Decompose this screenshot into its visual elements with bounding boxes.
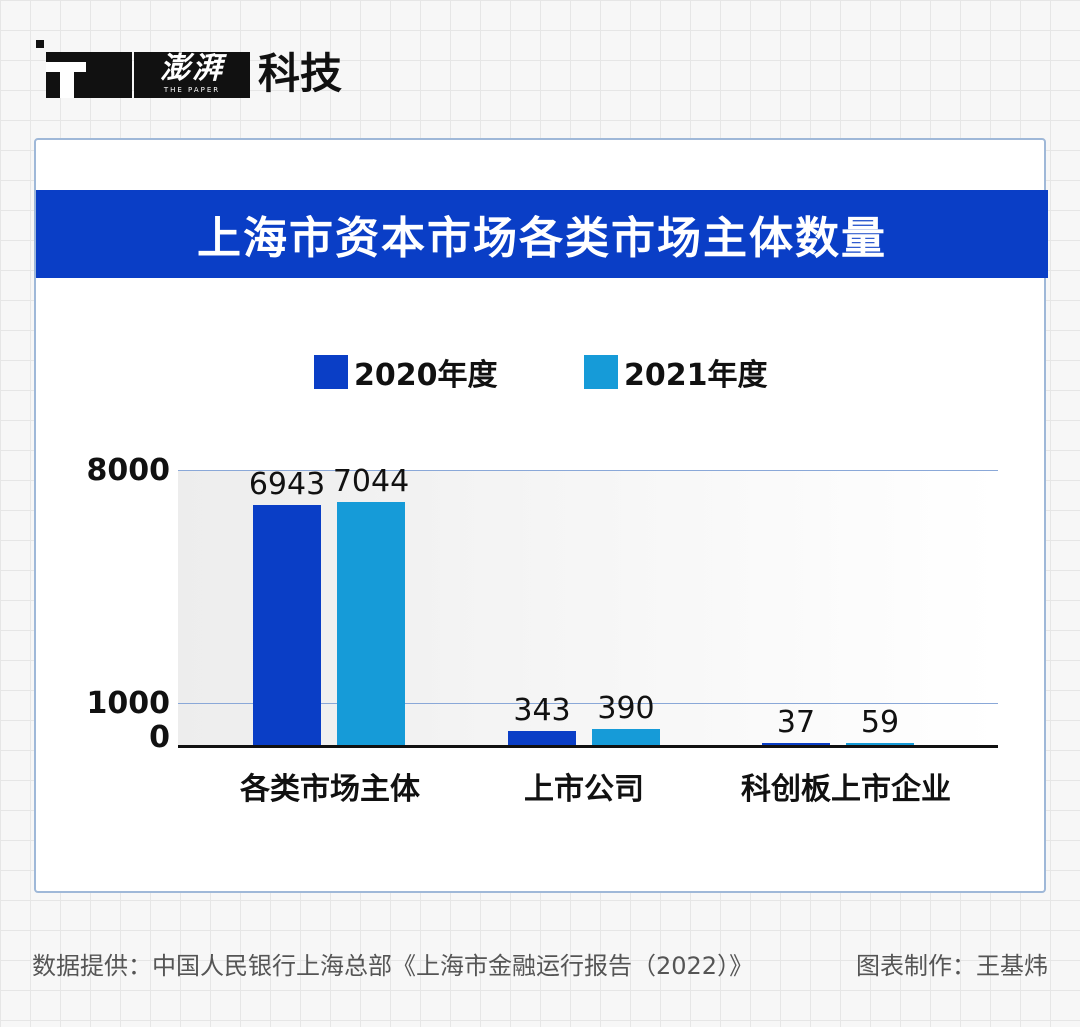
y-tick-label: 0: [149, 720, 170, 755]
chart-title: 上海市资本市场各类市场主体数量: [197, 213, 887, 264]
source-note: 数据提供：中国人民银行上海总部《上海市金融运行报告（2022）》: [32, 952, 754, 980]
logo-wordmark: 澎湃 THE PAPER: [134, 52, 250, 98]
y-tick-label: 8000: [86, 453, 171, 488]
credit-note: 图表制作：王基炜: [856, 952, 1048, 980]
legend-swatch-2021: [584, 355, 618, 389]
data-label: 7044: [332, 463, 410, 499]
bar-2021年度-上市公司: [592, 728, 660, 745]
legend-swatch-2020: [314, 355, 348, 389]
data-label: 343: [513, 692, 571, 728]
category-label: 科创板上市企业: [741, 772, 951, 807]
gridline-1000: [178, 703, 998, 704]
bar-2021年度-科创板上市企业: [846, 742, 914, 745]
bar-2020年度-上市公司: [508, 730, 576, 745]
x-axis-line: [178, 745, 998, 748]
data-label: 390: [597, 690, 655, 726]
legend-item-2021: 2021年度: [584, 350, 768, 394]
data-label: 59: [860, 704, 900, 740]
data-label: 37: [776, 705, 816, 741]
logo-section: 科技: [258, 49, 343, 98]
logo-mark-icon: [36, 40, 132, 98]
bar-2021年度-各类市场主体: [337, 501, 405, 745]
y-tick-label: 1000: [86, 686, 171, 721]
category-label: 上市公司: [524, 772, 644, 807]
data-label: 6943: [248, 467, 326, 503]
bar-2020年度-科创板上市企业: [762, 743, 830, 746]
title-band: 上海市资本市场各类市场主体数量: [36, 190, 1048, 278]
legend-item-2020: 2020年度: [314, 350, 498, 394]
legend-label-2021: 2021年度: [624, 358, 768, 393]
logo-name-en: THE PAPER: [163, 86, 221, 94]
gridline-8000: [178, 470, 998, 471]
category-label: 各类市场主体: [240, 772, 420, 807]
legend-label-2020: 2020年度: [354, 358, 498, 393]
bar-2020年度-各类市场主体: [253, 505, 321, 745]
logo-name-cn: 澎湃: [160, 51, 224, 86]
